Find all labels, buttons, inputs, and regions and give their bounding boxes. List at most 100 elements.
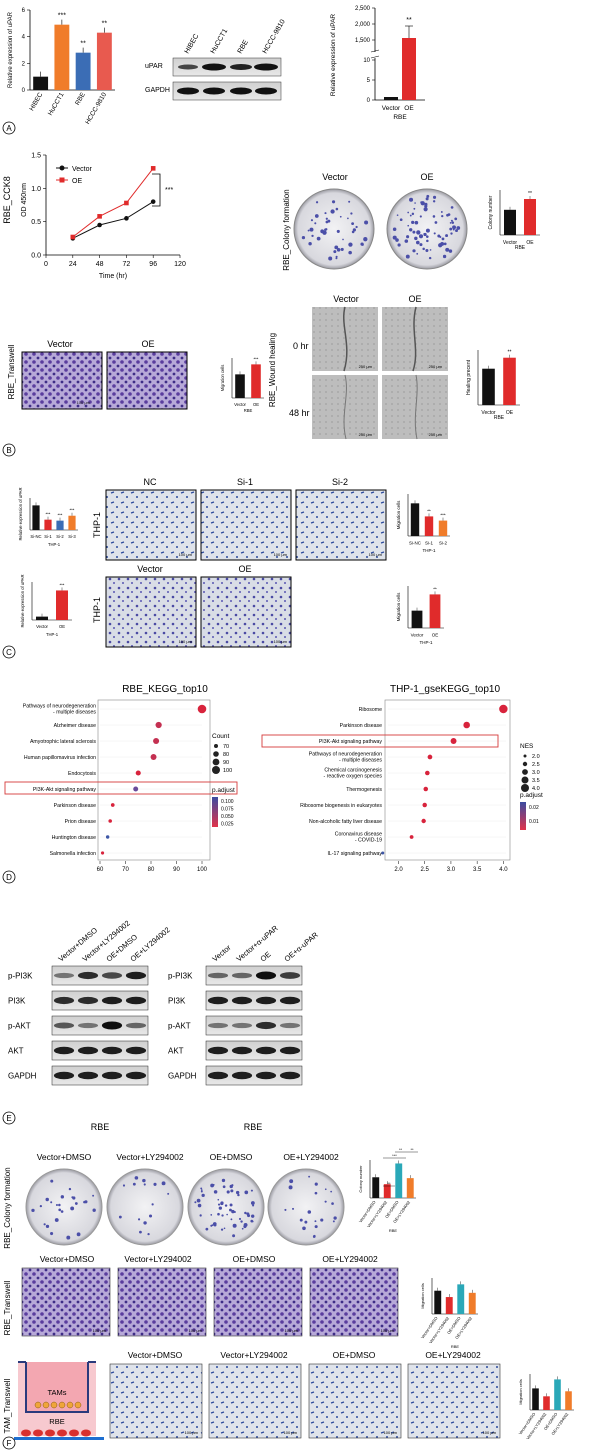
term-label: Huntington disease bbox=[52, 835, 97, 841]
y-tick-label: 0.5 bbox=[31, 219, 41, 226]
panel-b-transwell: RBE_Transwell Vector OE 100 μm Vector ***… bbox=[7, 339, 264, 413]
colony bbox=[246, 1212, 250, 1216]
panel-b-wound-healing: RBE_Wound healing Vector OE 0 hr 48 hr 2… bbox=[268, 294, 520, 440]
scale-bar-label: 100 μm bbox=[274, 552, 288, 557]
side-label: RBE_Colony formation bbox=[3, 1167, 12, 1248]
blot-row-label: PI3K bbox=[8, 997, 26, 1006]
colony bbox=[392, 227, 397, 231]
blot-band bbox=[230, 64, 252, 70]
blot-lane-label: OE+α-uPAR bbox=[283, 930, 321, 964]
panel-b: RBE_CCK8 OD 450nm 0 24 48 72 96 120 0.0 0.5 1.0 1… bbox=[2, 153, 540, 457]
legend-label: 90 bbox=[223, 760, 229, 766]
scale-bar-label: 100 μm bbox=[179, 639, 193, 644]
data-point bbox=[97, 222, 102, 228]
data-point bbox=[70, 234, 76, 240]
colony bbox=[347, 217, 349, 220]
legend-label: 0.075 bbox=[221, 807, 234, 813]
side-label: RBE_Colony formation bbox=[282, 189, 291, 270]
colony bbox=[342, 238, 344, 241]
bar bbox=[543, 1396, 550, 1410]
blot-band bbox=[279, 1046, 301, 1055]
y-tick-label: 0 bbox=[22, 88, 26, 94]
x-axis-label: RBE bbox=[244, 408, 253, 413]
group-label: Vector+LY294002 bbox=[220, 1350, 287, 1360]
y-axis-label: Migration cells bbox=[518, 1379, 523, 1405]
colony bbox=[451, 221, 455, 224]
y-tick-label: 1,500 bbox=[355, 38, 371, 44]
colony bbox=[134, 1176, 139, 1180]
blot-row-label: p-AKT bbox=[168, 1022, 191, 1031]
y-tick-label: 2 bbox=[22, 61, 26, 67]
colony bbox=[454, 217, 458, 221]
colony bbox=[250, 1201, 255, 1205]
x-tick-label: 3.5 bbox=[473, 867, 482, 873]
dot bbox=[499, 704, 508, 714]
colony-dish-image bbox=[106, 1168, 184, 1246]
colony bbox=[331, 200, 336, 204]
blot-band bbox=[77, 996, 99, 1005]
panel-d-kegg-dotplot: RBE_KEGG_top10 Pathways of neurodegenera… bbox=[4, 684, 238, 873]
transwell-image bbox=[105, 489, 197, 561]
transwell-image bbox=[21, 351, 103, 410]
colony bbox=[50, 1232, 54, 1236]
bar bbox=[96, 32, 112, 90]
blot-band bbox=[202, 63, 226, 71]
blot-band bbox=[255, 1071, 277, 1080]
transwell-image bbox=[106, 351, 188, 410]
colony bbox=[58, 1203, 61, 1207]
term-label: Alzheimer disease bbox=[54, 723, 96, 729]
group-label: Vector+LY294002 bbox=[124, 1254, 191, 1264]
scale-bar-label: 100 μm bbox=[93, 1328, 107, 1333]
term-label: - COVID-19 bbox=[355, 838, 382, 844]
panel-a: 0 2 4 6 HIBEC *** HuCCT1 ** RBE ** HCCC-9810 Rela… bbox=[2, 6, 425, 135]
colony bbox=[223, 1227, 226, 1230]
bar bbox=[406, 1178, 414, 1198]
colony bbox=[58, 1208, 62, 1212]
bar bbox=[44, 519, 52, 530]
bar bbox=[503, 357, 516, 405]
legend-dot bbox=[522, 761, 528, 767]
blot-band bbox=[53, 1022, 75, 1029]
colony bbox=[399, 218, 403, 222]
bar bbox=[33, 76, 49, 90]
scale-bar-label: 250 μm bbox=[429, 432, 443, 437]
x-tick-label: 4.0 bbox=[499, 867, 508, 873]
colony bbox=[414, 220, 419, 225]
blot-band bbox=[125, 971, 147, 980]
bar bbox=[251, 364, 261, 398]
x-tick-label: 24 bbox=[69, 261, 77, 268]
colony bbox=[450, 232, 453, 235]
colony bbox=[423, 233, 426, 235]
transwell-image bbox=[213, 1267, 303, 1337]
colony bbox=[423, 207, 428, 212]
dot bbox=[197, 704, 207, 714]
legend-label: 3.0 bbox=[532, 770, 540, 776]
blot-row-label: p-PI3K bbox=[168, 972, 193, 981]
panel-letter-d: D bbox=[6, 873, 12, 882]
x-axis-label: RBE bbox=[91, 1122, 110, 1132]
term-label: Pathways of neurodegeneration bbox=[23, 704, 96, 710]
colony bbox=[449, 222, 452, 224]
x-axis-label: RBE bbox=[494, 415, 505, 421]
blot-strip bbox=[51, 1065, 149, 1086]
bar bbox=[235, 374, 245, 398]
x-tick-label: 2.5 bbox=[421, 867, 430, 873]
colony bbox=[426, 239, 429, 243]
data-point bbox=[150, 199, 156, 204]
blot-lane-label: HCCC-9810 bbox=[262, 18, 287, 55]
colony bbox=[142, 1178, 146, 1183]
colony bbox=[151, 1203, 154, 1206]
blot-band bbox=[125, 1022, 147, 1029]
x-tick-label: Vector bbox=[234, 402, 246, 407]
colony bbox=[396, 214, 399, 216]
bar bbox=[438, 520, 448, 536]
bar bbox=[410, 503, 420, 536]
colony bbox=[314, 1191, 318, 1195]
blot-band bbox=[279, 996, 301, 1005]
blot-band bbox=[230, 87, 252, 95]
scale-bar-label: 100 μm bbox=[483, 1430, 497, 1435]
colony bbox=[324, 1200, 327, 1203]
colony bbox=[232, 1234, 236, 1238]
colony bbox=[442, 254, 447, 259]
